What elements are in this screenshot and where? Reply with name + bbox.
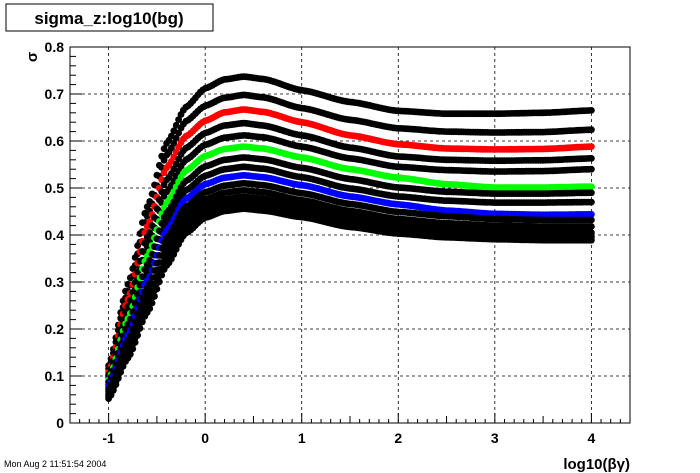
data-point — [160, 156, 168, 164]
x-axis-title: log10(βγ) — [563, 456, 630, 473]
data-point — [148, 299, 156, 307]
y-tick-label: 0 — [56, 415, 64, 431]
y-tick-label: 0.5 — [45, 180, 65, 196]
data-point — [175, 116, 183, 124]
y-tick-label: 0.8 — [45, 39, 65, 55]
x-tick-label: 4 — [587, 430, 595, 446]
data-point — [158, 176, 166, 184]
series-13 — [105, 205, 595, 402]
y-tick-label: 0.6 — [45, 133, 65, 149]
data-point — [588, 210, 595, 218]
data-point — [110, 386, 117, 394]
data-series — [105, 73, 595, 402]
y-tick-label: 0.7 — [45, 86, 65, 102]
x-tick-label: 2 — [394, 430, 402, 446]
data-point — [129, 345, 137, 353]
data-point — [588, 223, 595, 230]
data-point — [588, 165, 595, 173]
data-point — [172, 134, 180, 142]
data-point — [158, 164, 166, 171]
title-box — [5, 3, 214, 32]
data-point — [114, 374, 122, 382]
timestamp: Mon Aug 2 11:51:54 2004 — [4, 459, 106, 469]
x-tick-label: -1 — [102, 430, 115, 446]
y-tick-label: 0.4 — [45, 227, 65, 243]
data-point — [588, 189, 595, 197]
y-axis-title: σ — [24, 52, 41, 62]
data-point — [153, 285, 161, 293]
data-point — [588, 143, 595, 151]
y-tick-label: 0.2 — [45, 321, 65, 337]
x-tick-label: 1 — [298, 430, 306, 446]
data-point — [588, 107, 595, 114]
data-point — [139, 318, 146, 326]
data-point — [117, 368, 125, 376]
data-point — [588, 183, 595, 191]
data-point — [170, 140, 178, 147]
data-point — [588, 216, 595, 224]
data-point — [126, 350, 134, 358]
y-tick-label: 0.3 — [45, 274, 65, 290]
data-point — [151, 292, 158, 300]
series-5 — [105, 143, 595, 384]
data-point — [134, 331, 142, 339]
y-tick-labels: 0 0.1 0.2 0.3 0.4 0.5 0.6 0.7 0.8 — [45, 39, 65, 431]
data-point — [131, 339, 139, 346]
series-4 — [105, 132, 595, 381]
series-3 — [105, 119, 595, 379]
x-tick-labels: -1 0 1 2 3 4 — [102, 430, 595, 446]
data-point — [588, 198, 595, 206]
series-8 — [105, 171, 595, 391]
data-point — [588, 126, 595, 134]
x-tick-label: 3 — [491, 430, 499, 446]
data-point — [136, 324, 144, 332]
data-point — [146, 305, 154, 312]
y-tick-label: 0.1 — [45, 368, 65, 384]
data-point — [158, 271, 166, 279]
series-7 — [105, 163, 595, 388]
data-point — [588, 236, 595, 244]
x-tick-label: 0 — [201, 430, 209, 446]
data-point — [112, 381, 120, 388]
data-point — [588, 155, 595, 162]
axes — [69, 46, 631, 424]
chart-title: sigma_z:log10(bg) — [34, 9, 183, 28]
data-point — [155, 278, 163, 286]
data-point — [160, 145, 168, 153]
